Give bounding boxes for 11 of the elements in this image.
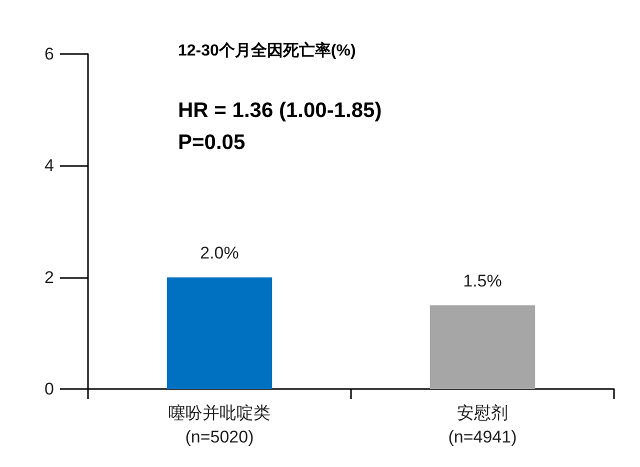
x-tick-label: 噻吩并吡啶类 (n=5020) [168,404,270,446]
y-tick-label: 6 [44,44,54,64]
chart-title: 12-30个月全因死亡率(%) [178,40,356,60]
y-tick-label: 4 [44,156,54,176]
y-tick-label: 0 [44,380,54,398]
annotation: HR = 1.36 (1.00-1.85) [178,99,382,122]
x-tick-label: 安慰剂 (n=4941) [448,404,517,446]
y-tick-label: 2 [44,268,54,287]
data-label: 1.5% [463,271,502,290]
annotation: P=0.05 [178,131,246,154]
data-label: 2.0% [200,243,239,262]
